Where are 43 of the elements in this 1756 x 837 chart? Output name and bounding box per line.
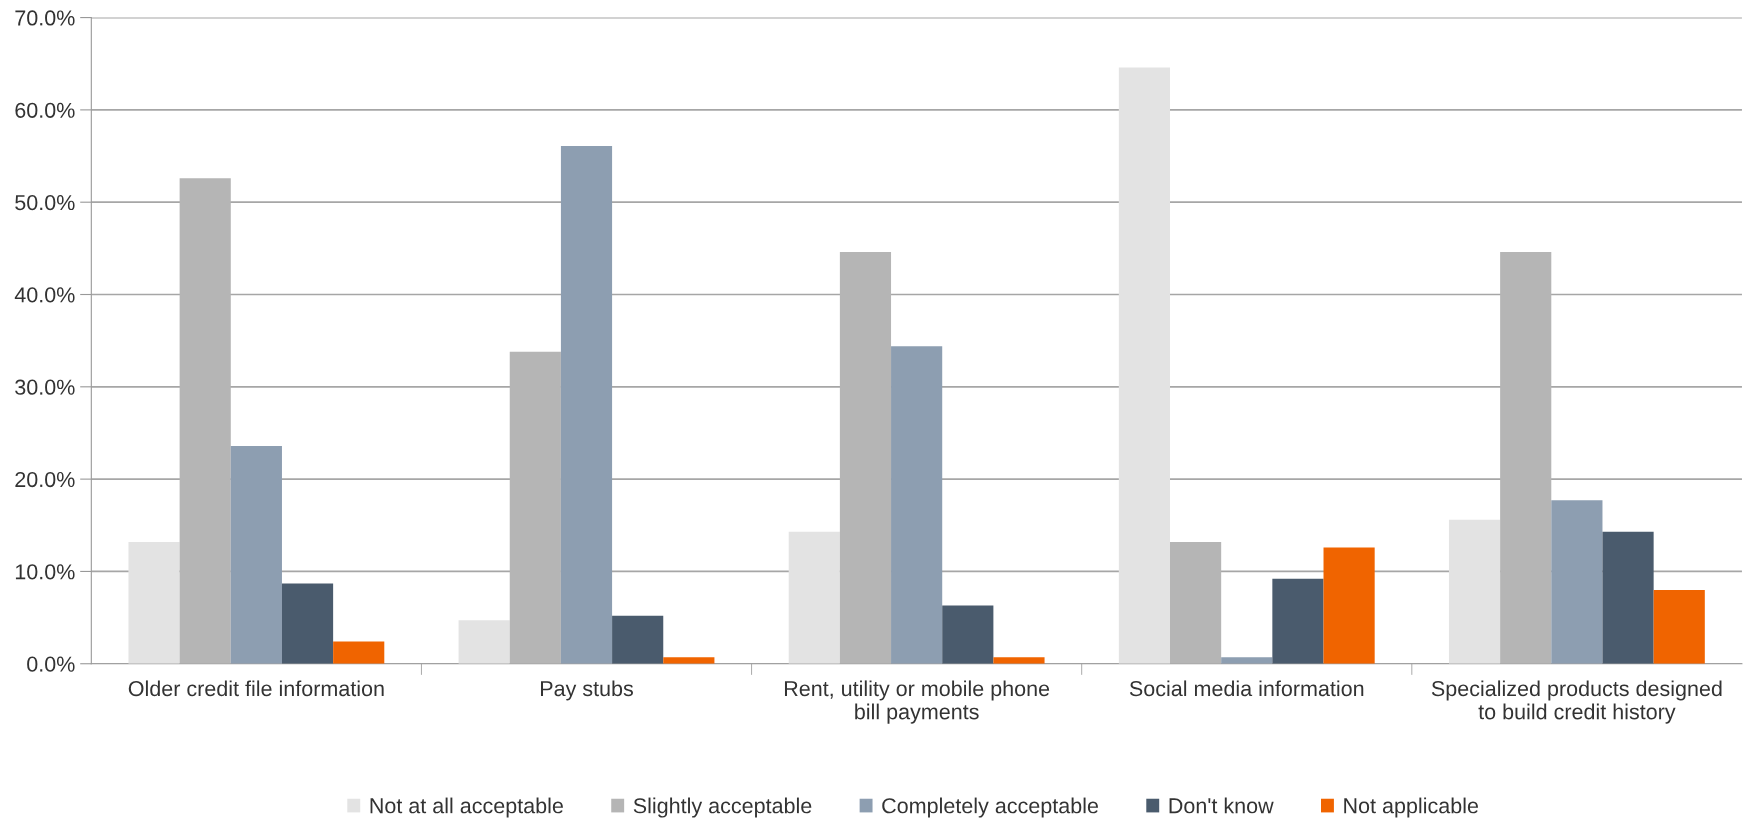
- legend-label: Don't know: [1169, 797, 1274, 814]
- y-tick-label: 40.0%: [14, 287, 75, 303]
- legend-label: Completely acceptable: [882, 797, 1098, 818]
- legend-label: Not applicable: [1344, 797, 1478, 818]
- y-tick-label: 20.0%: [15, 471, 75, 488]
- y-tick-label: 70.0%: [15, 10, 75, 26]
- bar: [333, 641, 385, 664]
- y-tick-label: 0.0%: [27, 656, 75, 672]
- bar: [788, 531, 840, 664]
- bar: [1448, 519, 1501, 664]
- bar: [942, 605, 994, 664]
- bar: [1221, 657, 1273, 664]
- x-tick-label: Social media information: [1129, 680, 1364, 697]
- bar: [128, 541, 180, 664]
- legend-label: Slightly acceptable: [633, 797, 812, 818]
- y-tick-label: 60.0%: [15, 102, 75, 118]
- bar: [993, 657, 1045, 664]
- y-tick-label: 10.0%: [15, 564, 75, 580]
- legend-label: Not at all acceptable: [370, 797, 563, 818]
- bar: [663, 657, 715, 664]
- bar: [509, 351, 561, 664]
- bar: [458, 620, 510, 664]
- bar: [1500, 252, 1552, 664]
- x-tick-label: Older credit file information: [128, 680, 384, 697]
- bar: [1653, 589, 1705, 664]
- x-tick-label: Rent, utility or mobile phone bill payments: [784, 680, 1050, 724]
- x-tick-label: Pay stubs: [541, 680, 633, 701]
- bar: [891, 346, 943, 664]
- bar: [1170, 541, 1222, 664]
- bar: [1602, 531, 1654, 664]
- bar: [179, 178, 231, 664]
- bar: [839, 252, 892, 664]
- bar: [612, 615, 664, 664]
- bar: [230, 445, 282, 664]
- bar: [1323, 547, 1375, 664]
- bar: [560, 145, 613, 664]
- bar: [1551, 500, 1603, 664]
- bar: [1272, 578, 1324, 664]
- y-tick-label: 50.0%: [15, 194, 75, 211]
- bar: [281, 583, 334, 664]
- y-tick-label: 30.0%: [15, 379, 75, 395]
- bar: [1118, 67, 1171, 664]
- x-tick-label: Specialized products designed to build credit history: [1431, 680, 1722, 724]
